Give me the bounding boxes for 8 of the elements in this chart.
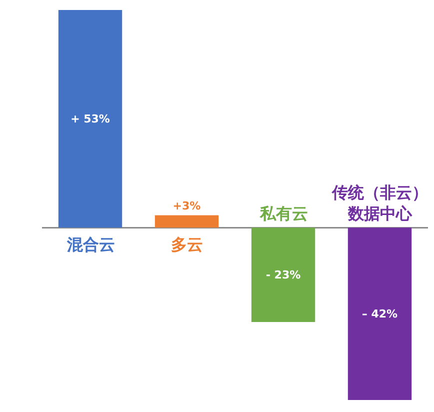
data-label: – 42% (362, 307, 398, 320)
x-tick-label: 传统（非云）数据中心 (331, 183, 428, 223)
x-tick-label: 私有云 (259, 204, 308, 223)
data-label: - 23% (266, 268, 301, 282)
data-label: +3% (172, 199, 201, 212)
x-tick-label: 多云 (171, 235, 203, 254)
data-label: + 53% (70, 112, 110, 126)
x-tick-label: 混合云 (66, 235, 115, 254)
